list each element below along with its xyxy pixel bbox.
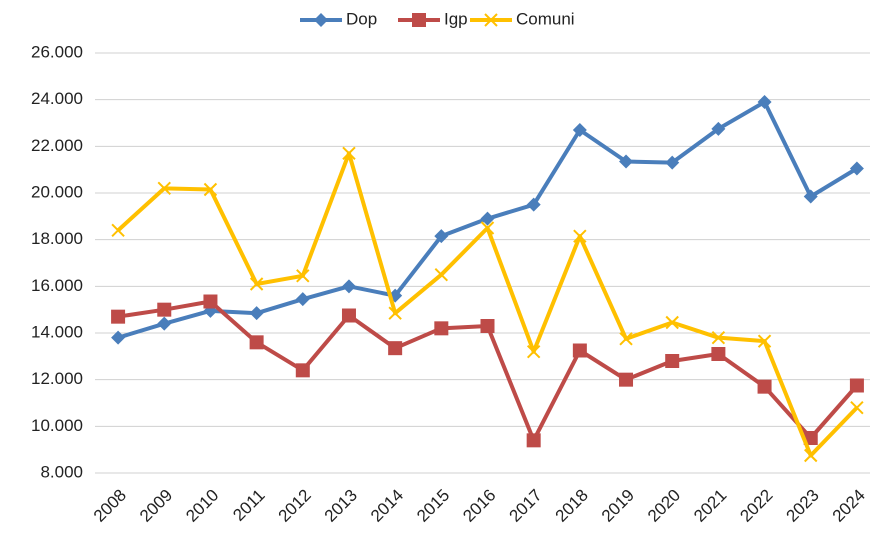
marker (111, 309, 126, 324)
x-tick-label: 2008 (90, 486, 130, 526)
legend-label: Dop (346, 9, 377, 28)
x-tick-label: 2014 (367, 486, 407, 526)
marker (295, 292, 310, 307)
marker (434, 229, 449, 244)
marker (665, 315, 679, 330)
marker (412, 13, 426, 27)
marker (804, 448, 818, 463)
x-tick-label: 2010 (182, 486, 222, 526)
marker (434, 267, 449, 282)
marker (711, 121, 726, 136)
marker (757, 379, 772, 394)
marker (111, 223, 125, 238)
marker (480, 221, 495, 235)
x-tick-label: 2016 (459, 486, 499, 526)
marker (157, 181, 171, 196)
marker (480, 211, 495, 226)
x-tick-label: 2020 (644, 486, 684, 526)
y-tick-label: 14.000 (31, 322, 83, 341)
marker (526, 344, 541, 359)
x-tick-label: 2024 (829, 486, 869, 526)
marker (665, 155, 680, 170)
x-tick-label: 2015 (413, 486, 453, 526)
x-tick-label: 2009 (136, 486, 176, 526)
marker (619, 372, 634, 387)
legend-label: Comuni (516, 9, 575, 28)
marker (711, 330, 726, 345)
marker (850, 400, 864, 415)
marker (711, 347, 726, 361)
marker (341, 279, 356, 294)
marker (757, 95, 772, 109)
marker (619, 154, 634, 169)
marker (249, 306, 264, 321)
x-tick-label: 2013 (321, 486, 361, 526)
marker (157, 316, 172, 331)
x-tick-label: 2018 (552, 486, 592, 526)
marker (572, 343, 587, 358)
marker (295, 363, 310, 378)
marker (203, 294, 218, 309)
series-line (116, 151, 859, 458)
marker (619, 332, 633, 346)
marker (665, 354, 680, 368)
y-tick-label: 24.000 (31, 89, 83, 108)
marker (849, 161, 864, 176)
x-tick-label: 2012 (275, 486, 315, 526)
legend-label: Igp (444, 9, 468, 28)
marker (480, 319, 495, 333)
marker (157, 302, 172, 317)
marker (434, 321, 449, 336)
marker (249, 277, 264, 291)
marker (388, 306, 402, 320)
marker (388, 341, 403, 356)
marker (484, 13, 498, 27)
y-tick-label: 8.000 (40, 462, 83, 481)
y-tick-label: 18.000 (31, 229, 83, 248)
marker (111, 330, 126, 345)
y-tick-label: 16.000 (31, 276, 83, 295)
marker (203, 182, 218, 197)
marker (572, 123, 587, 137)
marker (526, 197, 541, 212)
x-tick-label: 2022 (736, 486, 776, 526)
x-tick-label: 2019 (598, 486, 638, 526)
y-tick-label: 26.000 (31, 42, 83, 61)
marker (249, 335, 264, 350)
marker (803, 189, 818, 204)
marker (526, 433, 541, 448)
marker (757, 334, 772, 348)
y-tick-label: 22.000 (31, 136, 83, 155)
marker (314, 13, 328, 27)
x-tick-label: 2011 (229, 486, 268, 525)
marker (342, 146, 356, 161)
marker (849, 378, 864, 393)
x-tick-label: 2017 (505, 486, 545, 526)
y-tick-label: 20.000 (31, 182, 83, 201)
x-tick-label: 2023 (783, 486, 823, 526)
marker (573, 229, 587, 243)
marker (296, 269, 310, 283)
y-tick-label: 12.000 (31, 369, 83, 388)
x-tick-label: 2021 (690, 486, 730, 526)
y-tick-label: 10.000 (31, 416, 83, 435)
marker (341, 308, 356, 323)
